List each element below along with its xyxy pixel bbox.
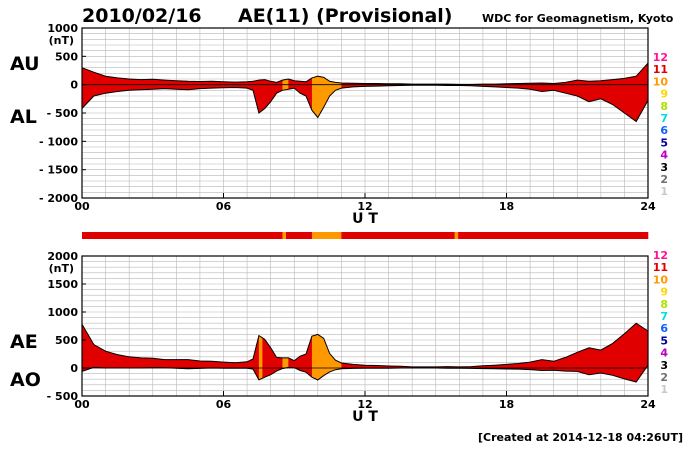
series-line-au xyxy=(81,62,649,85)
legend-count-12: 12 xyxy=(653,249,668,262)
legend-count-1: 1 xyxy=(660,185,668,198)
legend-count-10: 10 xyxy=(653,273,669,286)
x-tick-label: 06 xyxy=(216,200,232,213)
legend-count-3: 3 xyxy=(660,359,668,372)
legend-count-6: 6 xyxy=(660,124,668,137)
y-tick-label: - 1000 xyxy=(39,135,78,148)
x-tick-label: 12 xyxy=(357,200,372,213)
area-fill-segment xyxy=(458,63,648,122)
data-count-status-bar xyxy=(82,232,649,239)
y-tick-label: 0 xyxy=(70,362,78,375)
chart-title: AE(11) (Provisional) xyxy=(238,5,452,27)
y-tick-label: - 1500 xyxy=(39,164,78,177)
x-tick-label: 00 xyxy=(74,398,90,411)
legend-count-8: 8 xyxy=(660,100,668,113)
legend-count-1: 1 xyxy=(660,383,668,396)
legend-count-12: 12 xyxy=(653,51,668,64)
x-tick-label: 18 xyxy=(499,398,514,411)
upper-index-label: AU xyxy=(10,53,40,75)
series-line-ao xyxy=(81,364,649,383)
x-axis-label: U T xyxy=(352,409,378,425)
area-fill-segment xyxy=(82,67,283,113)
status-bar-segment xyxy=(282,232,287,239)
y-tick-label: 1000 xyxy=(47,22,78,35)
status-bar-segment xyxy=(341,232,455,239)
legend-count-4: 4 xyxy=(660,149,668,162)
y-tick-label: - 500 xyxy=(47,107,79,120)
status-bar-segment xyxy=(311,232,342,239)
area-fill-segment xyxy=(311,76,342,118)
y-tick-label: - 2000 xyxy=(39,192,78,205)
lower-index-label: AL xyxy=(10,106,37,128)
legend-count-8: 8 xyxy=(660,298,668,311)
y-tick-label: 2000 xyxy=(47,250,78,263)
x-tick-label: 00 xyxy=(74,200,90,213)
legend-count-5: 5 xyxy=(660,136,668,149)
legend-count-10: 10 xyxy=(653,75,669,88)
lower-index-label: AO xyxy=(10,369,41,391)
status-bar-segment xyxy=(458,232,649,239)
status-bar-segment xyxy=(454,232,459,239)
au-al-panel: 1000 500 0 - 500 - 1000 - 1500 - 2000 (nT) 00 06 1… xyxy=(10,22,656,227)
y-tick-label: 0 xyxy=(70,79,78,92)
x-tick-label: 18 xyxy=(499,200,514,213)
legend-count-11: 11 xyxy=(653,63,668,76)
legend-count-9: 9 xyxy=(660,286,668,299)
legend-count-7: 7 xyxy=(660,112,668,125)
legend-count-7: 7 xyxy=(660,310,668,323)
source-label: WDC for Geomagnetism, Kyoto xyxy=(482,12,674,25)
y-tick-label: 1000 xyxy=(47,306,78,319)
y-tick-label: 500 xyxy=(55,334,78,347)
x-tick-label: 12 xyxy=(357,398,372,411)
status-bar-segment xyxy=(82,232,283,239)
area-fill-segment xyxy=(288,335,313,378)
y-tick-label: 500 xyxy=(55,50,78,63)
date-label: 2010/02/16 xyxy=(82,5,202,27)
y-unit-label: (nT) xyxy=(49,262,74,275)
legend-count-5: 5 xyxy=(660,334,668,347)
area-fill-segment xyxy=(258,335,263,380)
y-tick-label: - 500 xyxy=(47,390,79,403)
legend-count-6: 6 xyxy=(660,322,668,335)
x-tick-label: 24 xyxy=(640,398,656,411)
y-unit-label: (nT) xyxy=(49,34,74,47)
legend-count-4: 4 xyxy=(660,347,668,360)
y-tick-label: 1500 xyxy=(47,278,78,291)
created-timestamp: [Created at 2014-12-18 04:26UT] xyxy=(478,431,683,444)
legend-count-2: 2 xyxy=(660,371,668,384)
series-line-ae xyxy=(81,322,649,368)
area-fill-segment xyxy=(82,324,260,380)
status-bar-segment xyxy=(285,232,313,239)
x-tick-label: 06 xyxy=(216,398,232,411)
legend-count-3: 3 xyxy=(660,161,668,174)
area-fill-segment xyxy=(311,334,342,380)
upper-index-label: AE xyxy=(10,331,38,353)
area-fill-segment xyxy=(282,357,289,369)
legend-count-9: 9 xyxy=(660,88,668,101)
ae-ao-panel: 2000 1500 1000 500 0 - 500 (nT) 00 06 12 18 24 U T AE… xyxy=(10,250,656,425)
x-axis-label: U T xyxy=(352,211,378,227)
x-tick-label: 24 xyxy=(640,200,656,213)
legend-count-11: 11 xyxy=(653,261,668,274)
series-line-al xyxy=(81,84,649,123)
legend-count-2: 2 xyxy=(660,173,668,186)
area-fill-segment xyxy=(288,77,313,111)
